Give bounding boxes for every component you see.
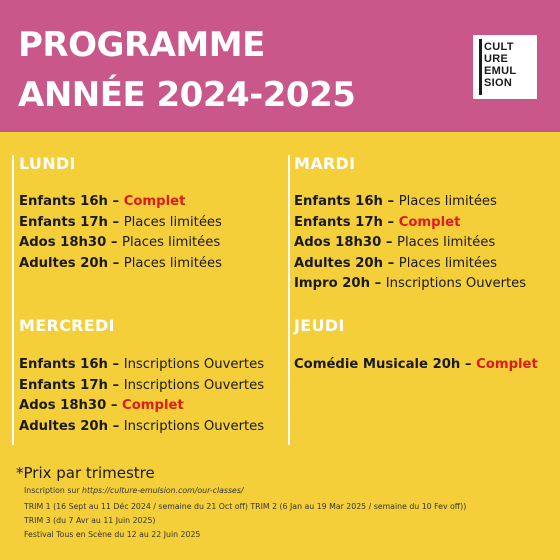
trimester-dates-2: TRIM 3 (du 7 Avr au 11 Juin 2025)	[24, 516, 156, 525]
inscription-link[interactable]: https://culture-emulsion.com/our-classes…	[82, 486, 244, 495]
schedule-jeudi: Comédie Musicale 20h – Complet	[294, 355, 538, 376]
schedule-row: Enfants 17h – Complet	[294, 213, 526, 234]
culture-emulsion-logo: CULT URE EMUL SION	[473, 35, 537, 99]
separator: –	[107, 214, 124, 230]
separator: –	[107, 255, 124, 271]
status-text: Places limitées	[398, 255, 497, 271]
class-label: Impro 20h	[294, 276, 370, 291]
schedule-row: Ados 18h30 – Places limitées	[19, 233, 222, 254]
separator: –	[107, 377, 124, 393]
class-label: Adultes 20h	[19, 418, 108, 434]
status-text: Inscriptions Ouvertes	[385, 276, 527, 291]
status-text: Places limitées	[122, 235, 221, 250]
schedule-row: Enfants 16h – Complet	[19, 192, 222, 213]
status-complet: Complet	[398, 214, 461, 230]
separator: –	[107, 357, 124, 372]
schedule-row: Enfants 16h – Places limitées	[294, 192, 526, 213]
trimester-dates-1: TRIM 1 (16 Sept au 11 Déc 2024 / semaine…	[24, 502, 467, 511]
class-label: Enfants 16h	[294, 194, 383, 209]
class-label: Enfants 16h	[19, 194, 108, 209]
schedule-row: Ados 18h30 – Complet	[19, 396, 264, 417]
class-label: Ados 18h30	[19, 235, 107, 250]
logo-text: CULT URE EMUL SION	[484, 41, 517, 89]
header-banner: PROGRAMME ANNÉE 2024-2025 CULT URE EMUL …	[0, 0, 560, 132]
page-title-line1: PROGRAMME	[18, 25, 265, 65]
status-text: Places limitées	[123, 214, 222, 230]
class-label: Adultes 20h	[19, 255, 108, 271]
separator: –	[382, 194, 399, 209]
class-label: Adultes 20h	[294, 255, 383, 271]
class-label: Ados 18h30	[294, 235, 382, 250]
separator: –	[107, 194, 124, 209]
separator: –	[381, 235, 398, 250]
schedule-row: Enfants 17h – Places limitées	[19, 213, 222, 234]
divider-left	[12, 155, 14, 445]
separator: –	[460, 357, 477, 372]
separator: –	[106, 398, 123, 413]
separator: –	[382, 214, 399, 230]
schedule-lundi: Enfants 16h – Complet Enfants 17h – Place…	[19, 192, 222, 274]
schedule-row: Impro 20h – Inscriptions Ouvertes	[294, 274, 526, 295]
status-text: Inscriptions Ouvertes	[123, 357, 265, 372]
status-text: Inscriptions Ouvertes	[123, 418, 265, 434]
class-label: Enfants 17h	[19, 377, 108, 393]
inscription-line: Inscription sur https://culture-emulsion…	[24, 486, 244, 495]
status-text: Places limitées	[123, 255, 222, 271]
class-label: Ados 18h30	[19, 398, 107, 413]
festival-dates: Festival Tous en Scène du 12 au 22 Juin …	[24, 530, 201, 539]
status-text: Inscriptions Ouvertes	[123, 377, 265, 393]
schedule-row: Ados 18h30 – Places limitées	[294, 233, 526, 254]
day-heading-mardi: MARDI	[294, 154, 356, 173]
schedule-mercredi: Enfants 16h – Inscriptions Ouvertes Enfan…	[19, 355, 264, 437]
status-complet: Complet	[476, 357, 538, 372]
class-label: Comédie Musicale 20h	[294, 357, 461, 372]
status-complet: Complet	[122, 398, 184, 413]
schedule-row: Comédie Musicale 20h – Complet	[294, 355, 538, 376]
class-label: Enfants 16h	[19, 357, 108, 372]
separator: –	[369, 276, 386, 291]
class-label: Enfants 17h	[294, 214, 383, 230]
schedule-mardi: Enfants 16h – Places limitées Enfants 17h…	[294, 192, 526, 295]
day-heading-lundi: LUNDI	[19, 154, 76, 173]
separator: –	[106, 235, 123, 250]
day-heading-mercredi: MERCREDI	[19, 316, 115, 335]
schedule-row: Adultes 20h – Places limitées	[294, 254, 526, 275]
status-complet: Complet	[123, 194, 186, 209]
logo-bar	[479, 39, 482, 95]
status-text: Places limitées	[398, 194, 497, 209]
separator: –	[382, 255, 399, 271]
schedule-row: Enfants 16h – Inscriptions Ouvertes	[19, 355, 264, 376]
day-heading-jeudi: JEUDI	[294, 316, 345, 335]
separator: –	[107, 418, 124, 434]
page-title-line2: ANNÉE 2024-2025	[18, 75, 356, 115]
class-label: Enfants 17h	[19, 214, 108, 230]
schedule-row: Adultes 20h – Places limitées	[19, 254, 222, 275]
price-note: *Prix par trimestre	[16, 464, 155, 482]
schedule-row: Enfants 17h – Inscriptions Ouvertes	[19, 376, 264, 397]
status-text: Places limitées	[397, 235, 496, 250]
schedule-row: Adultes 20h – Inscriptions Ouvertes	[19, 417, 264, 438]
divider-middle	[288, 155, 290, 445]
